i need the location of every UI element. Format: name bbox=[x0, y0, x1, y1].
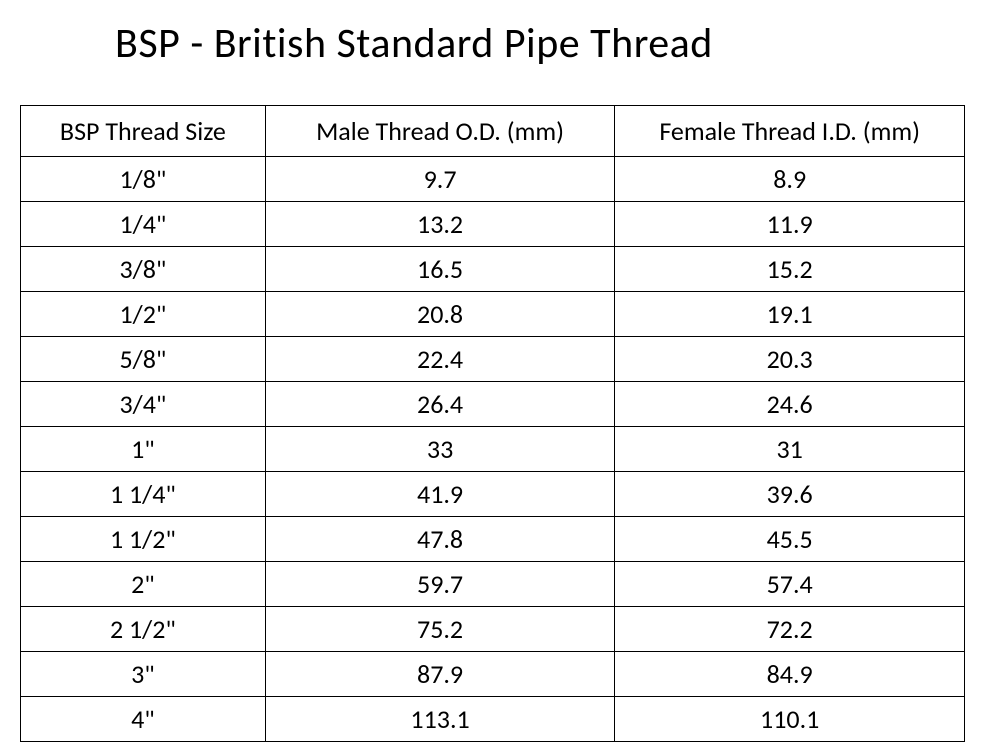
table-row: 4" 113.1 110.1 bbox=[21, 697, 965, 742]
cell-male-od: 22.4 bbox=[265, 337, 615, 382]
cell-male-od: 20.8 bbox=[265, 292, 615, 337]
cell-male-od: 16.5 bbox=[265, 247, 615, 292]
cell-size: 1 1/2" bbox=[21, 517, 266, 562]
table-row: 3" 87.9 84.9 bbox=[21, 652, 965, 697]
cell-female-id: 57.4 bbox=[615, 562, 965, 607]
cell-male-od: 59.7 bbox=[265, 562, 615, 607]
cell-size: 5/8" bbox=[21, 337, 266, 382]
table-row: 1 1/4" 41.9 39.6 bbox=[21, 472, 965, 517]
cell-male-od: 47.8 bbox=[265, 517, 615, 562]
cell-male-od: 87.9 bbox=[265, 652, 615, 697]
cell-size: 3/8" bbox=[21, 247, 266, 292]
cell-male-od: 13.2 bbox=[265, 202, 615, 247]
cell-size: 3/4" bbox=[21, 382, 266, 427]
bsp-thread-table: BSP Thread Size Male Thread O.D. (mm) Fe… bbox=[20, 105, 965, 742]
table-row: 1/4" 13.2 11.9 bbox=[21, 202, 965, 247]
cell-female-id: 110.1 bbox=[615, 697, 965, 742]
column-header-size: BSP Thread Size bbox=[21, 106, 266, 157]
cell-female-id: 11.9 bbox=[615, 202, 965, 247]
table-row: 2 1/2" 75.2 72.2 bbox=[21, 607, 965, 652]
cell-size: 1" bbox=[21, 427, 266, 472]
cell-size: 4" bbox=[21, 697, 266, 742]
cell-size: 3" bbox=[21, 652, 266, 697]
cell-male-od: 26.4 bbox=[265, 382, 615, 427]
cell-size: 2 1/2" bbox=[21, 607, 266, 652]
cell-female-id: 84.9 bbox=[615, 652, 965, 697]
cell-female-id: 45.5 bbox=[615, 517, 965, 562]
cell-female-id: 31 bbox=[615, 427, 965, 472]
cell-size: 1/4" bbox=[21, 202, 266, 247]
cell-female-id: 24.6 bbox=[615, 382, 965, 427]
table-row: 3/4" 26.4 24.6 bbox=[21, 382, 965, 427]
cell-size: 1/2" bbox=[21, 292, 266, 337]
cell-size: 1/8" bbox=[21, 157, 266, 202]
column-header-male-od: Male Thread O.D. (mm) bbox=[265, 106, 615, 157]
table-row: 3/8" 16.5 15.2 bbox=[21, 247, 965, 292]
table-row: 1 1/2" 47.8 45.5 bbox=[21, 517, 965, 562]
cell-female-id: 15.2 bbox=[615, 247, 965, 292]
column-header-female-id: Female Thread I.D. (mm) bbox=[615, 106, 965, 157]
table-row: 5/8" 22.4 20.3 bbox=[21, 337, 965, 382]
cell-male-od: 33 bbox=[265, 427, 615, 472]
cell-male-od: 41.9 bbox=[265, 472, 615, 517]
cell-female-id: 8.9 bbox=[615, 157, 965, 202]
cell-female-id: 39.6 bbox=[615, 472, 965, 517]
table-header-row: BSP Thread Size Male Thread O.D. (mm) Fe… bbox=[21, 106, 965, 157]
table-row: 1/2" 20.8 19.1 bbox=[21, 292, 965, 337]
table-row: 1" 33 31 bbox=[21, 427, 965, 472]
cell-size: 1 1/4" bbox=[21, 472, 266, 517]
table-row: 2" 59.7 57.4 bbox=[21, 562, 965, 607]
cell-male-od: 75.2 bbox=[265, 607, 615, 652]
cell-male-od: 113.1 bbox=[265, 697, 615, 742]
page-title: BSP - British Standard Pipe Thread bbox=[0, 18, 984, 69]
cell-female-id: 72.2 bbox=[615, 607, 965, 652]
cell-size: 2" bbox=[21, 562, 266, 607]
cell-female-id: 20.3 bbox=[615, 337, 965, 382]
cell-female-id: 19.1 bbox=[615, 292, 965, 337]
table-row: 1/8" 9.7 8.9 bbox=[21, 157, 965, 202]
cell-male-od: 9.7 bbox=[265, 157, 615, 202]
